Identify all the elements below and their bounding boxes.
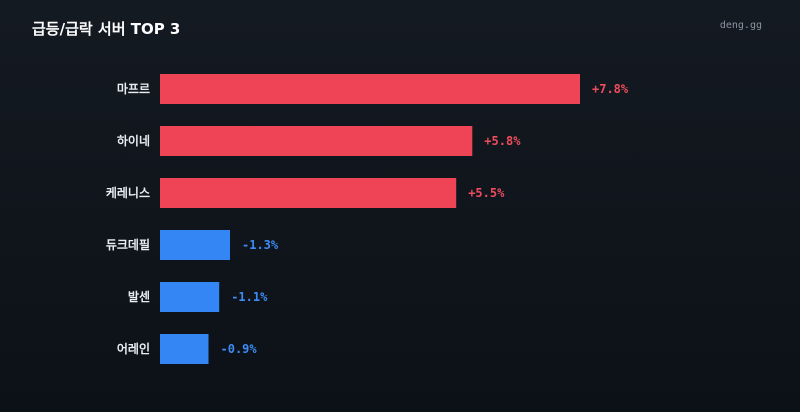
value-label: +7.8% bbox=[592, 82, 629, 96]
category-label: 어레인 bbox=[117, 341, 150, 356]
value-label: -1.3% bbox=[242, 238, 279, 252]
value-label: +5.8% bbox=[484, 134, 521, 148]
bar-마프르 bbox=[160, 74, 580, 104]
bar-듀크데필 bbox=[160, 230, 230, 260]
category-label: 하이네 bbox=[117, 133, 150, 148]
brand-watermark: deng.gg bbox=[719, 20, 762, 31]
category-label: 마프르 bbox=[117, 81, 150, 96]
category-label: 듀크데필 bbox=[106, 237, 150, 252]
bar-하이네 bbox=[160, 126, 473, 156]
bars-layer: 마프르 +7.8% 하이네 +5.8% 케레니스 +5.5% 듀크데필 -1.3% 발센 -1.1… bbox=[106, 74, 629, 364]
value-label: -0.9% bbox=[221, 342, 258, 356]
bar-케레니스 bbox=[160, 178, 457, 208]
bar-어레인 bbox=[160, 334, 209, 364]
category-label: 발센 bbox=[128, 289, 150, 304]
value-label: +5.5% bbox=[468, 186, 505, 200]
bar-발센 bbox=[160, 282, 220, 312]
value-label: -1.1% bbox=[231, 290, 268, 304]
chart-title: 급등/급락 서버 TOP 3 bbox=[32, 20, 181, 38]
category-label: 케레니스 bbox=[106, 185, 150, 200]
